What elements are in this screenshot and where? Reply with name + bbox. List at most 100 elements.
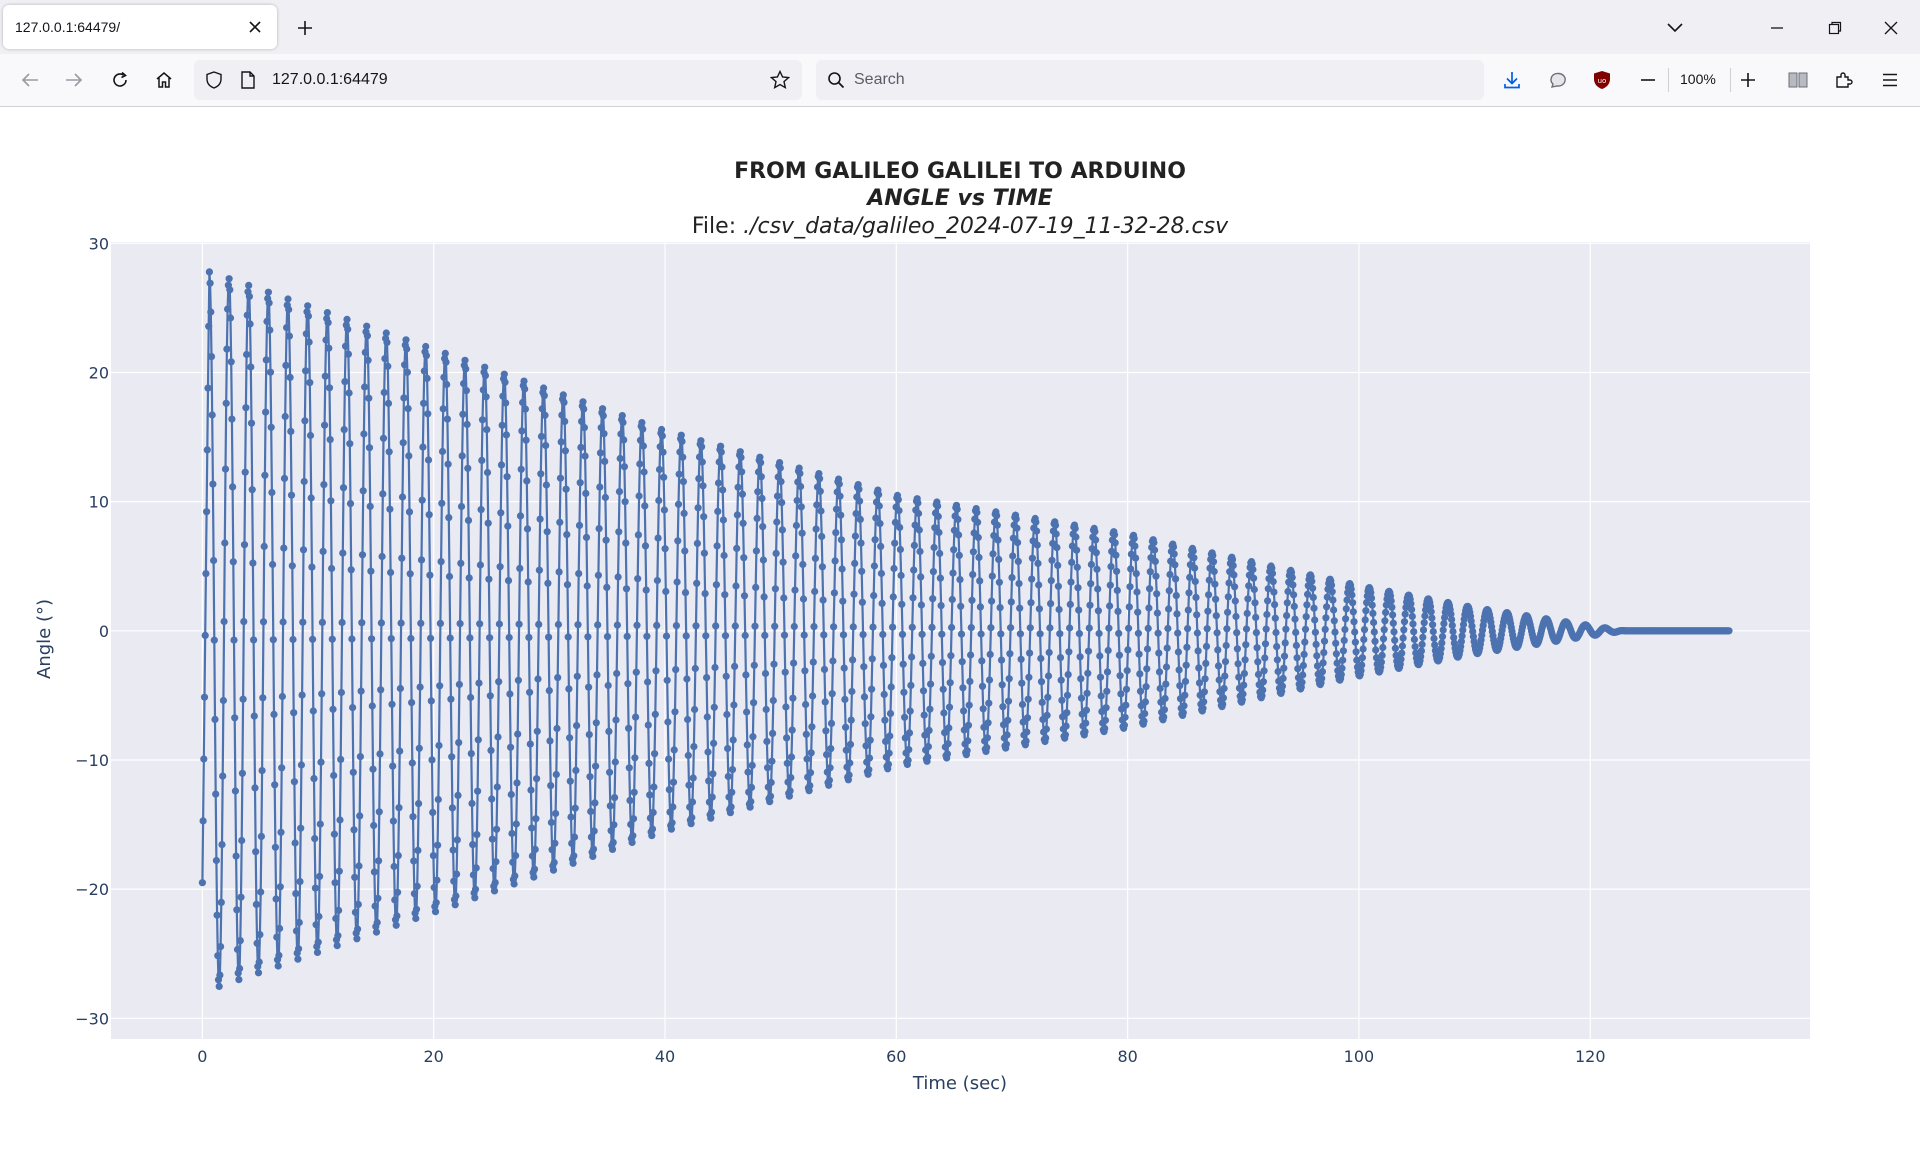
back-icon[interactable] (14, 64, 46, 96)
data-point (1398, 642, 1406, 650)
account-icon[interactable] (1542, 64, 1574, 96)
data-point (247, 363, 255, 371)
close-window-icon[interactable] (1876, 13, 1906, 43)
home-icon[interactable] (148, 64, 180, 96)
data-point (1448, 621, 1456, 630)
data-point (503, 473, 511, 481)
data-point (1268, 569, 1277, 577)
data-point (723, 710, 731, 719)
data-point (239, 695, 247, 703)
data-point (302, 330, 310, 338)
data-point (395, 804, 403, 812)
bookmark-star-icon[interactable] (769, 69, 791, 91)
data-point (967, 651, 975, 659)
data-point (670, 746, 678, 754)
data-point (554, 620, 563, 629)
data-point (514, 676, 523, 684)
data-point (266, 368, 275, 376)
data-point (878, 599, 886, 607)
data-point (594, 571, 603, 579)
zoom-out-icon[interactable] (1632, 64, 1664, 96)
data-point (1012, 515, 1020, 523)
data-point (841, 695, 849, 704)
data-point (511, 852, 520, 860)
ublock-icon[interactable]: uo (1586, 64, 1618, 96)
data-point (761, 669, 770, 678)
data-point (1219, 694, 1227, 702)
search-bar[interactable]: Search (816, 60, 1484, 100)
data-point (924, 743, 933, 751)
extensions-icon[interactable] (1828, 64, 1860, 96)
data-point (756, 453, 764, 461)
data-point (501, 378, 509, 386)
data-point (375, 857, 383, 865)
data-point (1398, 649, 1406, 657)
data-point (609, 838, 617, 847)
data-point (767, 778, 775, 787)
data-point (1150, 539, 1158, 547)
data-point (653, 621, 661, 630)
data-point (1337, 670, 1345, 679)
minimize-window-icon[interactable] (1762, 13, 1792, 43)
restore-window-icon[interactable] (1820, 13, 1850, 43)
data-point (504, 577, 513, 585)
data-point (369, 765, 377, 773)
data-point (1202, 659, 1210, 668)
data-point (1331, 628, 1339, 636)
data-point (1221, 672, 1229, 680)
data-point (310, 775, 318, 783)
zoom-level[interactable]: 100% (1680, 71, 1716, 87)
data-point (681, 589, 690, 597)
data-point (354, 900, 362, 909)
data-point (1141, 698, 1149, 706)
data-point (559, 391, 567, 399)
data-point (722, 672, 730, 680)
data-point (1142, 683, 1150, 691)
data-point (295, 945, 303, 953)
data-point (434, 841, 442, 849)
data-point (977, 630, 985, 638)
data-point (1160, 713, 1168, 721)
page-info-icon[interactable] (238, 70, 258, 90)
zoom-in-icon[interactable] (1732, 64, 1764, 96)
downloads-icon[interactable] (1496, 64, 1528, 96)
x-tick-label: 40 (655, 1047, 675, 1066)
menu-icon[interactable] (1874, 64, 1906, 96)
data-point (848, 687, 856, 696)
reader-view-icon[interactable] (1782, 64, 1814, 96)
data-point (1283, 599, 1291, 607)
new-tab-icon[interactable] (290, 13, 320, 43)
data-point (548, 846, 556, 854)
data-point (1135, 650, 1143, 658)
data-point (868, 655, 876, 663)
data-point (1134, 608, 1142, 616)
reload-icon[interactable] (104, 64, 136, 96)
browser-tab[interactable]: 127.0.0.1:64479/ (3, 5, 277, 49)
data-point (401, 361, 409, 369)
data-point (979, 705, 987, 713)
data-point (1421, 612, 1429, 620)
data-point (1318, 668, 1326, 676)
data-point (1033, 527, 1041, 535)
list-all-tabs-icon[interactable] (1660, 13, 1690, 43)
forward-icon[interactable] (58, 64, 90, 96)
data-point (694, 504, 702, 512)
data-point (1209, 558, 1218, 566)
data-point (1428, 614, 1436, 622)
data-point (645, 759, 653, 768)
data-point (335, 906, 343, 915)
data-point (513, 779, 521, 787)
data-point (689, 774, 697, 782)
data-point (1112, 551, 1120, 559)
address-bar[interactable]: 127.0.0.1:64479 (194, 60, 802, 100)
data-point (615, 488, 624, 496)
close-tab-icon[interactable] (241, 13, 269, 41)
data-point (557, 438, 565, 446)
shield-icon[interactable] (204, 70, 224, 90)
data-point (1205, 591, 1213, 599)
data-point (825, 776, 834, 784)
data-point (355, 862, 363, 870)
data-point (358, 619, 366, 627)
data-point (655, 465, 664, 474)
data-point (290, 709, 298, 717)
